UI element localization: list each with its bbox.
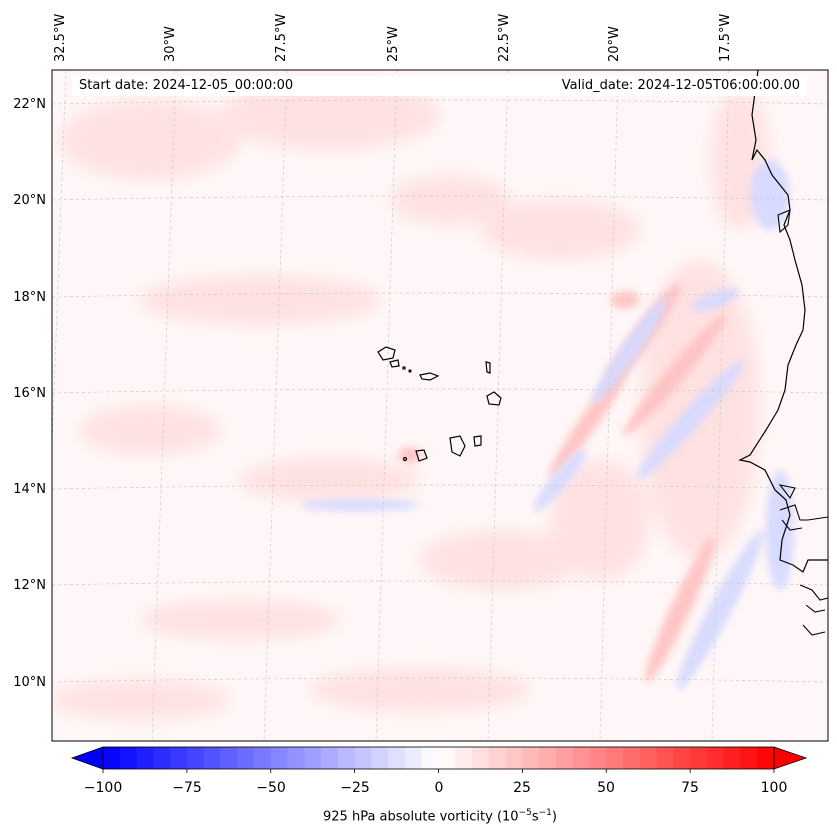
colorbar-tick-label: 75 xyxy=(681,780,699,796)
colorbar-cell xyxy=(119,747,137,769)
colorbar-cell xyxy=(606,747,624,769)
lon-label-32-5w: 32.5°W xyxy=(53,13,68,62)
colorbar-cell xyxy=(354,747,372,769)
gridlines xyxy=(52,70,828,741)
coastline-inlet xyxy=(777,209,796,500)
colorbar-label-unit: s xyxy=(531,809,539,825)
colorbar-cell xyxy=(220,747,238,769)
lon-label-22-5w: 22.5°W xyxy=(497,13,512,62)
colorbar-cell xyxy=(572,747,590,769)
colorbar-cell xyxy=(388,747,406,769)
colorbar-tick-label: −50 xyxy=(256,780,286,796)
colorbar-cell xyxy=(472,747,490,769)
colorbar-cell xyxy=(136,747,154,769)
lat-label-14n: 14°N xyxy=(13,482,46,497)
colorbar-cell xyxy=(153,747,171,769)
colorbar-cell xyxy=(237,747,255,769)
colorbar-tick-label: −75 xyxy=(172,780,202,796)
colorbar-cell xyxy=(270,747,288,769)
colorbar-cell xyxy=(371,747,389,769)
colorbar-cell xyxy=(253,747,272,769)
colorbar-cell xyxy=(170,747,188,769)
colorbar-cell xyxy=(186,747,205,769)
colorbar-cell xyxy=(337,747,356,769)
colorbar-cell xyxy=(287,747,305,769)
colorbar-tick-label: 0 xyxy=(434,780,444,796)
colorbar-label-exponent-2: −1 xyxy=(538,808,552,818)
vorticity-field-negative xyxy=(300,160,794,690)
lat-label-20n: 20°N xyxy=(13,193,46,208)
colorbar-label: 925 hPa absolute vorticity (10−5s−1) xyxy=(323,808,557,824)
colorbar-cell xyxy=(421,747,439,769)
colorbar-cell xyxy=(623,747,641,769)
colorbar-cell xyxy=(639,747,657,769)
colorbar-label-suffix: ) xyxy=(551,809,557,825)
colorbar-cell xyxy=(757,747,775,769)
colorbar-label-prefix: 925 hPa absolute vorticity (10 xyxy=(323,809,519,825)
valid-date-label: Valid_date: 2024-12-05T06:00:00.00 xyxy=(561,78,800,93)
colorbar-low-extension xyxy=(70,746,104,770)
colorbar-cell xyxy=(438,747,456,769)
coastline-africa xyxy=(738,70,828,573)
coastline-africa-detail xyxy=(779,504,828,636)
lon-label-30w: 30°W xyxy=(163,26,178,62)
header-background xyxy=(72,76,807,96)
colorbar xyxy=(70,746,808,773)
colorbar-cell xyxy=(723,747,741,769)
vorticity-field-positive xyxy=(52,80,770,720)
colorbar-cell xyxy=(656,747,674,769)
lon-label-25w: 25°W xyxy=(386,26,401,62)
colorbar-cell xyxy=(505,747,523,769)
colorbar-cell xyxy=(555,747,574,769)
colorbar-cell xyxy=(690,747,708,769)
colorbar-cell xyxy=(103,747,121,769)
colorbar-cell xyxy=(304,747,322,769)
lon-label-27-5w: 27.5°W xyxy=(274,13,289,62)
colorbar-tick-label: −25 xyxy=(340,780,370,796)
colorbar-label-exponent-1: −5 xyxy=(518,808,532,818)
lat-label-12n: 12°N xyxy=(13,578,46,593)
colorbar-cell xyxy=(488,747,506,769)
colorbar-cell xyxy=(740,747,758,769)
colorbar-cell xyxy=(321,747,339,769)
colorbar-cell xyxy=(589,747,607,769)
colorbar-cell xyxy=(673,747,691,769)
lon-label-17-5w: 17.5°W xyxy=(718,13,733,62)
lat-label-18n: 18°N xyxy=(13,290,46,305)
colorbar-high-extension xyxy=(773,746,808,770)
colorbar-cell xyxy=(706,747,725,769)
colorbar-tick-label: 100 xyxy=(760,780,788,796)
colorbar-cell xyxy=(522,747,540,769)
colorbar-tick-label: 50 xyxy=(597,780,615,796)
lat-label-16n: 16°N xyxy=(13,386,46,401)
colorbar-cell xyxy=(539,747,557,769)
map-frame xyxy=(51,69,829,742)
colorbar-tick-label: −100 xyxy=(83,780,123,796)
colorbar-cell xyxy=(455,747,473,769)
start-date-label: Start date: 2024-12-05_00:00:00 xyxy=(79,78,294,93)
colorbar-cell xyxy=(404,747,423,769)
colorbar-cell xyxy=(203,747,221,769)
lon-label-20w: 20°W xyxy=(607,26,622,62)
lat-label-22n: 22°N xyxy=(13,97,46,112)
colorbar-tick-label: 25 xyxy=(513,780,531,796)
cape-verde-islands xyxy=(377,346,502,462)
lat-label-10n: 10°N xyxy=(13,675,46,690)
